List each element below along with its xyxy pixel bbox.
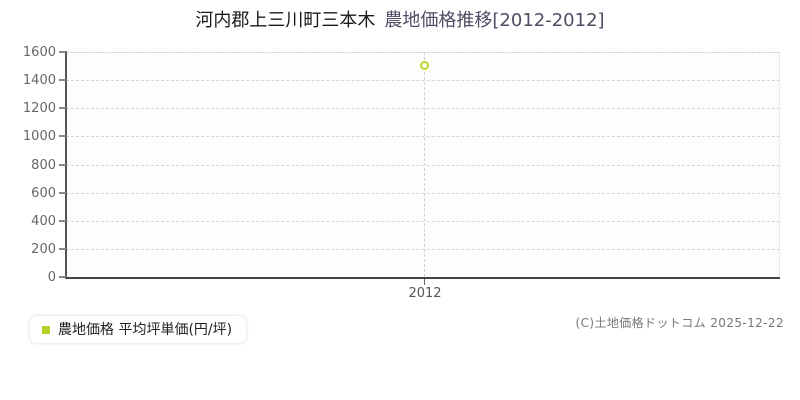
- gridline-y-1000: [66, 136, 780, 137]
- y-tick-mark-0: [59, 276, 66, 278]
- gridline-y-800: [66, 165, 780, 166]
- y-tick-mark-1400: [59, 79, 66, 81]
- gridline-y-1400: [66, 80, 780, 81]
- y-tick-label-0: 0: [47, 270, 56, 285]
- y-tick-label-600: 600: [31, 186, 56, 201]
- gridline-y-200: [66, 249, 780, 250]
- x-tick-label-2012: 2012: [408, 286, 442, 301]
- page-title: 河内郡上三川町三本木 農地価格推移[2012-2012]: [0, 8, 800, 34]
- y-tick-mark-800: [59, 164, 66, 166]
- gridline-y-1200: [66, 108, 780, 109]
- y-tick-mark-1600: [59, 51, 66, 53]
- data-point-2012[interactable]: [420, 61, 429, 70]
- gridline-x-2012: [424, 52, 425, 277]
- y-tick-label-400: 400: [31, 214, 56, 229]
- gridline-y-400: [66, 221, 780, 222]
- y-tick-mark-600: [59, 192, 66, 194]
- chart-legend[interactable]: 農地価格 平均坪単価(円/坪): [30, 316, 247, 343]
- y-tick-label-1000: 1000: [22, 129, 56, 144]
- plot-area: [66, 52, 780, 277]
- y-tick-label-200: 200: [31, 242, 56, 257]
- chart-title-location: 河内郡上三川町三本木: [195, 10, 376, 31]
- legend-swatch-icon: [42, 325, 50, 334]
- y-tick-label-1400: 1400: [22, 73, 56, 88]
- copyright-credit: (C)土地価格ドットコム 2025-12-22: [575, 316, 784, 330]
- y-tick-mark-200: [59, 248, 66, 250]
- y-tick-label-800: 800: [31, 158, 56, 173]
- legend-item-label: 農地価格 平均坪単価(円/坪): [58, 321, 233, 338]
- y-tick-mark-1000: [59, 135, 66, 137]
- gridline-y-1600: [66, 52, 780, 53]
- x-axis-line: [65, 277, 780, 279]
- y-tick-label-1600: 1600: [22, 45, 56, 60]
- y-tick-mark-1200: [59, 107, 66, 109]
- gridline-y-600: [66, 193, 780, 194]
- y-tick-label-1200: 1200: [22, 101, 56, 116]
- y-tick-mark-400: [59, 220, 66, 222]
- chart-title-subject: 農地価格推移[2012-2012]: [384, 10, 605, 31]
- y-axis-line: [65, 51, 67, 278]
- x-tick-mark-2012: [424, 279, 425, 285]
